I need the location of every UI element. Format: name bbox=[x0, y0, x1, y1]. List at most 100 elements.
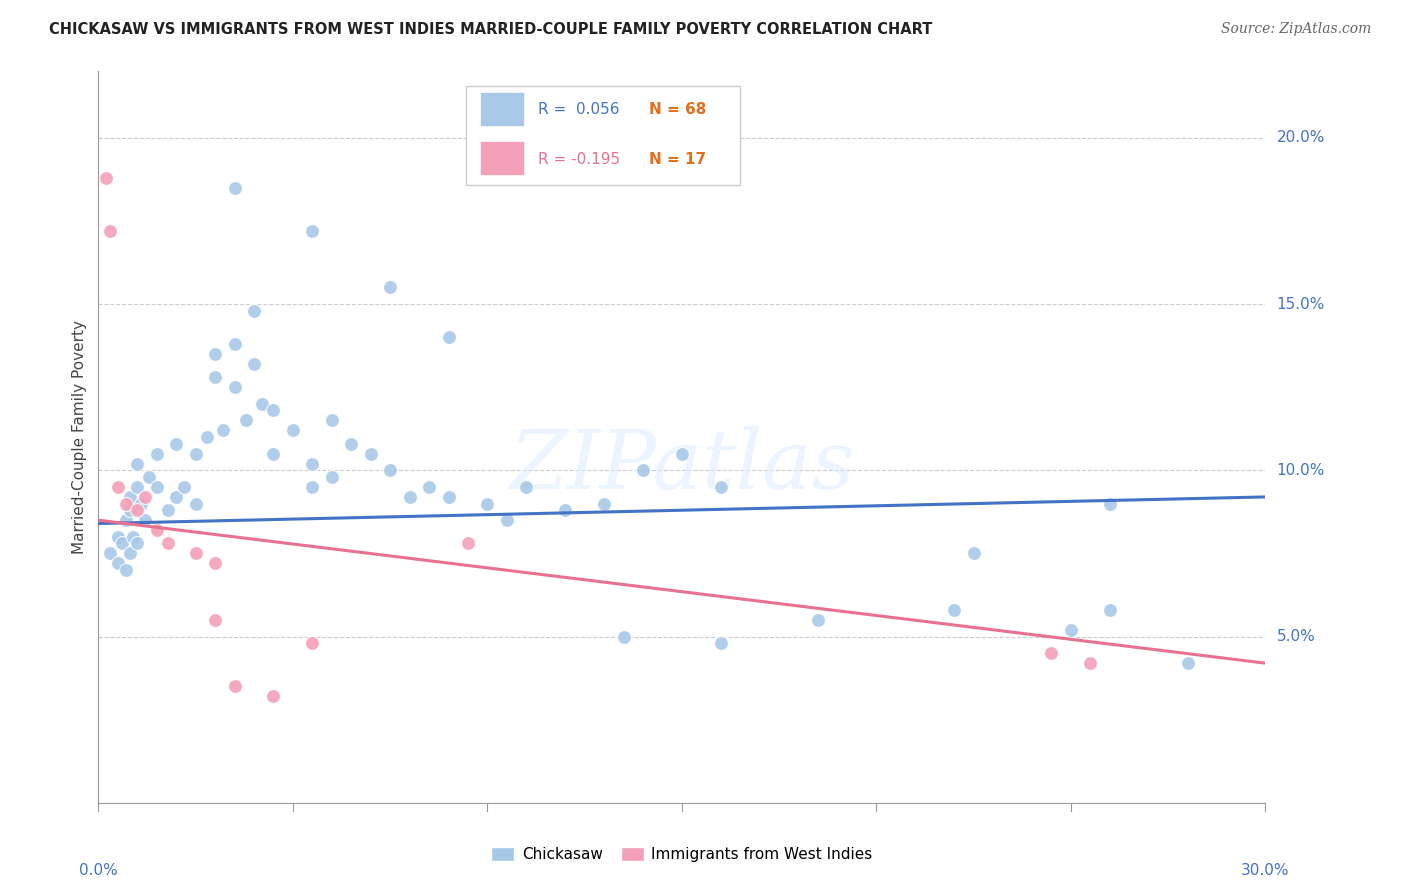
Point bbox=[554, 503, 576, 517]
Point bbox=[212, 424, 235, 438]
Point bbox=[118, 503, 141, 517]
Point bbox=[301, 224, 323, 238]
Point bbox=[250, 397, 273, 411]
Text: R = -0.195: R = -0.195 bbox=[538, 152, 620, 167]
FancyBboxPatch shape bbox=[479, 92, 524, 126]
Point bbox=[114, 563, 136, 577]
Point bbox=[107, 557, 129, 571]
Point bbox=[1040, 646, 1063, 660]
Point bbox=[127, 457, 149, 471]
Point bbox=[301, 457, 323, 471]
Point bbox=[281, 424, 304, 438]
Point bbox=[157, 536, 180, 550]
Point bbox=[107, 530, 129, 544]
Point bbox=[107, 480, 129, 494]
Point bbox=[157, 503, 180, 517]
Point bbox=[398, 490, 420, 504]
Point bbox=[127, 503, 149, 517]
Text: N = 68: N = 68 bbox=[650, 103, 707, 118]
Point bbox=[243, 357, 266, 371]
Point bbox=[340, 436, 363, 450]
Point bbox=[515, 480, 537, 494]
Point bbox=[118, 546, 141, 560]
Text: 0.0%: 0.0% bbox=[79, 863, 118, 878]
Point bbox=[224, 180, 246, 194]
Point bbox=[457, 536, 479, 550]
Point bbox=[127, 536, 149, 550]
Point bbox=[962, 546, 984, 560]
Point bbox=[301, 636, 323, 650]
Point bbox=[224, 380, 246, 394]
Point bbox=[184, 546, 207, 560]
Point bbox=[380, 280, 402, 294]
Point bbox=[321, 470, 343, 484]
Point bbox=[146, 523, 169, 537]
Point bbox=[262, 690, 284, 704]
Point bbox=[671, 447, 693, 461]
Point bbox=[184, 497, 207, 511]
Point bbox=[380, 463, 402, 477]
Point bbox=[631, 463, 654, 477]
Text: 10.0%: 10.0% bbox=[1277, 463, 1324, 478]
Point bbox=[224, 680, 246, 694]
Point bbox=[96, 170, 118, 185]
Point bbox=[165, 436, 187, 450]
Point bbox=[146, 480, 169, 494]
Point bbox=[98, 224, 121, 238]
Point bbox=[437, 490, 460, 504]
Point bbox=[204, 557, 226, 571]
Point bbox=[134, 513, 156, 527]
Point bbox=[477, 497, 499, 511]
Point bbox=[204, 613, 226, 627]
Point bbox=[118, 490, 141, 504]
Point bbox=[710, 636, 733, 650]
Legend: Chickasaw, Immigrants from West Indies: Chickasaw, Immigrants from West Indies bbox=[485, 840, 879, 868]
Point bbox=[114, 513, 136, 527]
Point bbox=[173, 480, 195, 494]
Point bbox=[127, 480, 149, 494]
Point bbox=[134, 490, 156, 504]
Text: Source: ZipAtlas.com: Source: ZipAtlas.com bbox=[1220, 22, 1371, 37]
Point bbox=[1098, 497, 1121, 511]
Point bbox=[710, 480, 733, 494]
Point bbox=[1177, 656, 1199, 670]
Point bbox=[496, 513, 519, 527]
Point bbox=[1098, 603, 1121, 617]
Point bbox=[612, 630, 634, 644]
Point bbox=[184, 447, 207, 461]
FancyBboxPatch shape bbox=[479, 141, 524, 175]
Text: N = 17: N = 17 bbox=[650, 152, 706, 167]
Text: 30.0%: 30.0% bbox=[1241, 863, 1289, 878]
Text: CHICKASAW VS IMMIGRANTS FROM WEST INDIES MARRIED-COUPLE FAMILY POVERTY CORRELATI: CHICKASAW VS IMMIGRANTS FROM WEST INDIES… bbox=[49, 22, 932, 37]
Point bbox=[111, 536, 134, 550]
Point bbox=[593, 497, 616, 511]
Y-axis label: Married-Couple Family Poverty: Married-Couple Family Poverty bbox=[72, 320, 87, 554]
Point bbox=[262, 403, 284, 417]
Point bbox=[1060, 623, 1083, 637]
Text: R =  0.056: R = 0.056 bbox=[538, 103, 620, 118]
Point bbox=[98, 546, 121, 560]
Point bbox=[301, 480, 323, 494]
Point bbox=[204, 370, 226, 384]
Text: 5.0%: 5.0% bbox=[1277, 629, 1315, 644]
FancyBboxPatch shape bbox=[465, 86, 741, 185]
Point bbox=[146, 447, 169, 461]
Point bbox=[437, 330, 460, 344]
Point bbox=[195, 430, 218, 444]
Point bbox=[204, 347, 226, 361]
Point bbox=[114, 497, 136, 511]
Text: ZIPatlas: ZIPatlas bbox=[509, 426, 855, 507]
Point bbox=[138, 470, 160, 484]
Point bbox=[262, 447, 284, 461]
Text: 15.0%: 15.0% bbox=[1277, 297, 1324, 311]
Point bbox=[321, 413, 343, 427]
Point bbox=[235, 413, 257, 427]
Point bbox=[243, 303, 266, 318]
Point bbox=[807, 613, 830, 627]
Point bbox=[418, 480, 440, 494]
Point bbox=[360, 447, 382, 461]
Point bbox=[1080, 656, 1102, 670]
Point bbox=[224, 337, 246, 351]
Point bbox=[122, 530, 145, 544]
Point bbox=[165, 490, 187, 504]
